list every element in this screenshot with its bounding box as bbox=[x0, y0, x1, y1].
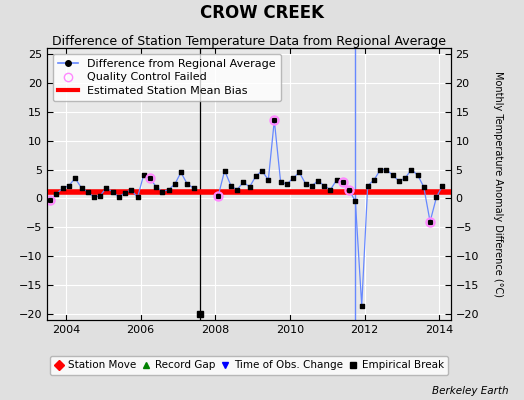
Point bbox=[401, 175, 409, 182]
Point bbox=[345, 186, 353, 193]
Point bbox=[64, 182, 73, 189]
Point bbox=[108, 188, 117, 195]
Point bbox=[283, 181, 291, 187]
Point bbox=[295, 169, 303, 176]
Point bbox=[233, 186, 241, 193]
Point bbox=[221, 168, 229, 174]
Point bbox=[121, 190, 129, 196]
Text: CROW CREEK: CROW CREEK bbox=[200, 4, 324, 22]
Point bbox=[264, 177, 272, 183]
Point bbox=[339, 179, 347, 186]
Point bbox=[46, 197, 54, 204]
Title: Difference of Station Temperature Data from Regional Average: Difference of Station Temperature Data f… bbox=[52, 35, 446, 48]
Point bbox=[320, 182, 329, 189]
Point bbox=[96, 192, 104, 199]
Point bbox=[189, 185, 198, 191]
Point bbox=[426, 218, 434, 225]
Point bbox=[388, 172, 397, 178]
Point bbox=[314, 178, 322, 184]
Point bbox=[270, 117, 278, 124]
Point bbox=[326, 186, 334, 193]
Point bbox=[333, 177, 341, 183]
Point bbox=[370, 177, 378, 183]
Point bbox=[432, 194, 441, 200]
Point bbox=[258, 168, 266, 174]
Point bbox=[158, 188, 167, 195]
Point bbox=[252, 173, 260, 180]
Point bbox=[165, 186, 173, 193]
Point bbox=[115, 194, 123, 200]
Point bbox=[134, 194, 142, 200]
Point bbox=[139, 172, 148, 178]
Text: Berkeley Earth: Berkeley Earth bbox=[432, 386, 508, 396]
Point bbox=[171, 181, 179, 187]
Y-axis label: Monthly Temperature Anomaly Difference (°C): Monthly Temperature Anomaly Difference (… bbox=[493, 71, 503, 297]
Point bbox=[420, 184, 428, 190]
Point bbox=[59, 185, 67, 191]
Point bbox=[71, 175, 79, 182]
Point bbox=[214, 192, 223, 199]
Point bbox=[83, 188, 92, 195]
Legend: Station Move, Record Gap, Time of Obs. Change, Empirical Break: Station Move, Record Gap, Time of Obs. C… bbox=[50, 356, 448, 375]
Point bbox=[152, 184, 160, 190]
Point bbox=[227, 182, 235, 189]
Point bbox=[376, 166, 385, 173]
Point bbox=[289, 175, 297, 182]
Point bbox=[357, 302, 366, 309]
Point bbox=[407, 166, 416, 173]
Point bbox=[245, 184, 254, 190]
Point bbox=[364, 182, 372, 189]
Point bbox=[382, 166, 390, 173]
Point bbox=[127, 186, 135, 193]
Point bbox=[78, 185, 86, 191]
Point bbox=[90, 194, 98, 200]
Point bbox=[438, 182, 446, 189]
Point bbox=[146, 175, 154, 182]
Point bbox=[413, 172, 422, 178]
Point bbox=[395, 178, 403, 184]
Point bbox=[308, 182, 316, 189]
Point bbox=[177, 169, 185, 176]
Point bbox=[239, 179, 247, 186]
Point bbox=[277, 179, 285, 186]
Point bbox=[351, 198, 359, 204]
Point bbox=[301, 181, 310, 187]
Point bbox=[102, 185, 111, 191]
Point bbox=[52, 191, 61, 197]
Point bbox=[183, 181, 191, 187]
